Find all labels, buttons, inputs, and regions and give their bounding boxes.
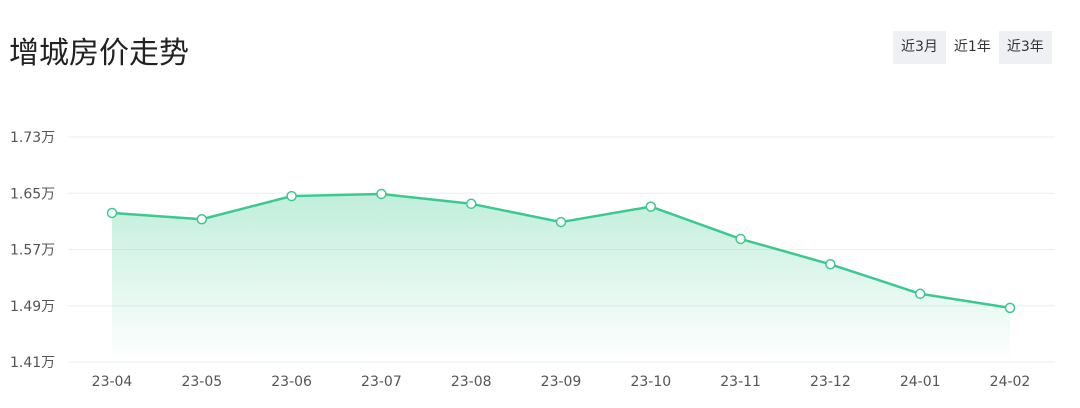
y-tick-label: 1.49万 (10, 299, 55, 315)
data-point-24-01[interactable] (914, 288, 926, 300)
x-tick-label: 23-04 (92, 374, 133, 390)
y-tick-label: 1.57万 (10, 243, 55, 259)
x-tick-label: 23-10 (630, 374, 671, 390)
data-point-23-06[interactable] (286, 190, 297, 202)
tab-1-year[interactable]: 近1年 (945, 31, 999, 64)
tab-3-years[interactable]: 近3年 (998, 31, 1052, 64)
data-point-23-11[interactable] (735, 233, 746, 245)
series-area (112, 193, 1010, 362)
x-tick-label: 23-08 (451, 374, 492, 390)
x-tick-label: 23-05 (181, 374, 222, 390)
data-point-23-07[interactable] (376, 188, 387, 200)
data-point-23-04[interactable] (106, 207, 118, 219)
data-point-23-05[interactable] (196, 214, 208, 225)
page-title: 增城房价走势 (9, 36, 189, 71)
y-tick-label: 1.65万 (10, 186, 55, 202)
data-point-24-02[interactable] (1004, 302, 1016, 314)
range-tabs: 近3月 近1年 近3年 (893, 31, 1052, 64)
data-point-23-12[interactable] (825, 259, 836, 270)
x-tick-label: 23-06 (271, 374, 312, 390)
x-tick-label: 23-12 (810, 374, 851, 390)
x-tick-label: 23-07 (361, 374, 402, 390)
x-tick-label: 23-09 (541, 374, 582, 390)
x-tick-label: 24-01 (900, 374, 941, 390)
data-point-23-08[interactable] (465, 198, 477, 210)
x-tick-label: 24-02 (990, 374, 1031, 390)
tab-3-months[interactable]: 近3月 (893, 31, 946, 64)
data-point-23-09[interactable] (555, 216, 567, 228)
y-tick-label: 1.73万 (10, 130, 55, 146)
y-tick-label: 1.41万 (10, 355, 55, 371)
data-point-23-10[interactable] (645, 201, 657, 212)
x-tick-label: 23-11 (720, 374, 761, 390)
